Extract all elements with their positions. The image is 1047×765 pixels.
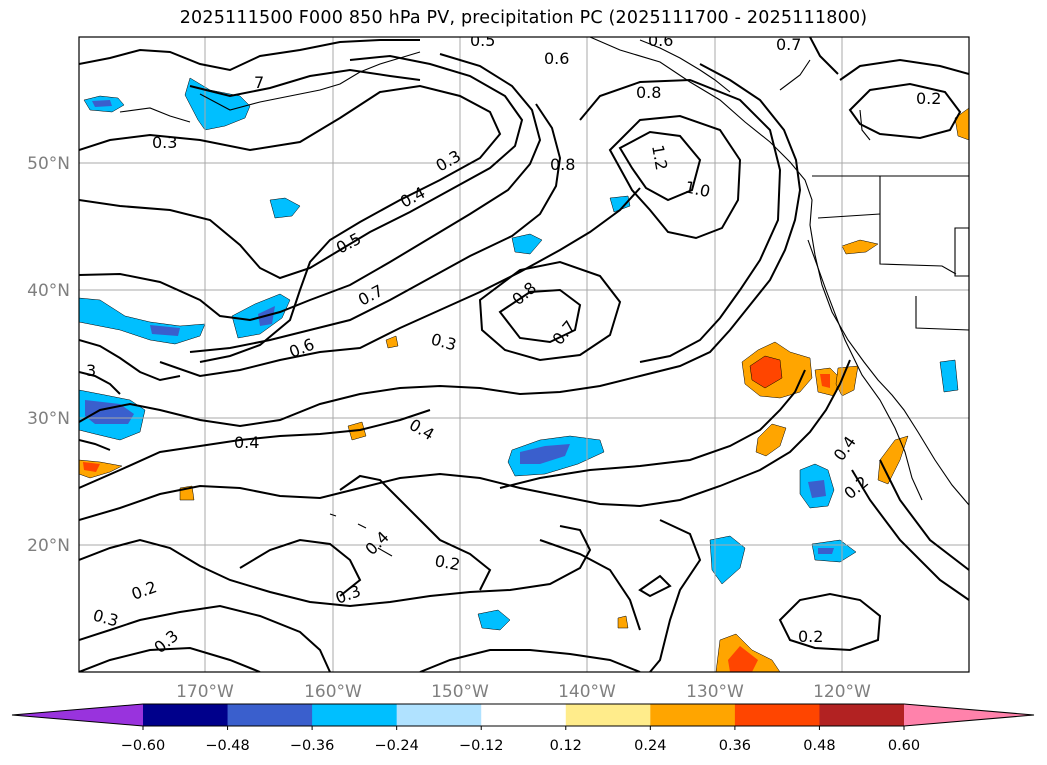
lat-label: 20°N xyxy=(27,536,70,556)
colorbar-tick-label: −0.36 xyxy=(290,738,334,754)
contour-label: 0.4 xyxy=(406,415,438,444)
precip-positive-areas xyxy=(79,107,969,672)
contour-label: 0.3 xyxy=(152,133,177,152)
colorbar-tick-label: −0.48 xyxy=(205,738,249,754)
lon-label: 130°W xyxy=(686,682,744,702)
colorbar-bin xyxy=(227,704,313,726)
map-gridlines xyxy=(79,37,969,672)
contour-label: 1.0 xyxy=(683,177,712,201)
contour-label: 0.7 xyxy=(776,35,801,54)
lat-label: 50°N xyxy=(27,154,70,174)
latitude-labels: 50°N 40°N 30°N 20°N xyxy=(27,154,70,556)
lon-label: 120°W xyxy=(813,682,871,702)
colorbar: −0.60 −0.48 −0.36 −0.24 −0.12 0.12 0.24 0.36 0.4… xyxy=(11,703,1035,754)
longitude-labels: 170°W 160°W 150°W 140°W 130°W 120°W xyxy=(176,682,871,702)
lon-label: 170°W xyxy=(176,682,234,702)
colorbar-bin xyxy=(734,704,820,726)
colorbar-tick-label: −0.60 xyxy=(121,738,165,754)
contour-label: 0.3 xyxy=(333,581,363,608)
contour-label: 0.6 xyxy=(648,31,673,50)
lon-label: 150°W xyxy=(431,682,489,702)
lat-label: 40°N xyxy=(27,281,70,301)
colorbar-bin xyxy=(650,704,736,726)
contour-label: 1.2 xyxy=(648,143,671,171)
contour-label: 0.3 xyxy=(429,330,459,355)
colorbar-tick-label: 0.12 xyxy=(550,738,582,754)
contour-label: 0.4 xyxy=(830,433,860,465)
contour-label: 0.2 xyxy=(798,627,823,646)
colorbar-tick-label: 0.60 xyxy=(888,738,920,754)
contour-label: 0.2 xyxy=(840,472,872,503)
colorbar-tick-label: 0.48 xyxy=(803,738,835,754)
colorbar-bin xyxy=(481,704,567,726)
contour-label: 0.5 xyxy=(470,31,495,50)
colorbar-bin xyxy=(143,704,229,726)
colorbar-tick-label: −0.12 xyxy=(459,738,503,754)
contour-label: 0.4 xyxy=(234,433,259,452)
colorbar-tick-label: −0.24 xyxy=(374,738,418,754)
pv-contours xyxy=(79,37,969,672)
colorbar-bin xyxy=(819,704,905,726)
contour-label: 0.5 xyxy=(333,229,364,258)
lat-label: 30°N xyxy=(27,409,70,429)
contour-label: 0.8 xyxy=(550,155,575,174)
map-frame xyxy=(78,36,970,673)
lon-label: 160°W xyxy=(304,682,362,702)
colorbar-extension-low xyxy=(12,704,143,726)
contour-label: 7 xyxy=(254,73,264,92)
contour-label: 0.6 xyxy=(544,49,569,68)
coastlines xyxy=(119,37,969,557)
colorbar-bin xyxy=(312,704,398,726)
colorbar-bin xyxy=(565,704,651,726)
contour-label: 0.3 xyxy=(150,626,182,657)
map-title: 2025111500 F000 850 hPa PV, precipitatio… xyxy=(179,8,868,28)
colorbar-tick-label: 0.24 xyxy=(634,738,666,754)
colorbar-tick-label: 0.36 xyxy=(719,738,751,754)
lon-label: 140°W xyxy=(558,682,616,702)
contour-label: 0.3 xyxy=(433,146,465,175)
contour-label: 0.2 xyxy=(916,89,941,108)
contour-label: 3 xyxy=(86,361,96,380)
colorbar-bin xyxy=(396,704,482,726)
contour-label: 0.6 xyxy=(286,335,317,362)
contour-label: 0.7 xyxy=(549,317,580,349)
contour-label: 0.3 xyxy=(91,606,121,631)
contour-label: 0.8 xyxy=(636,83,661,102)
colorbar-extension-high xyxy=(904,704,1034,726)
contour-label: 0.2 xyxy=(433,551,461,574)
contour-label: 0.2 xyxy=(129,577,159,604)
